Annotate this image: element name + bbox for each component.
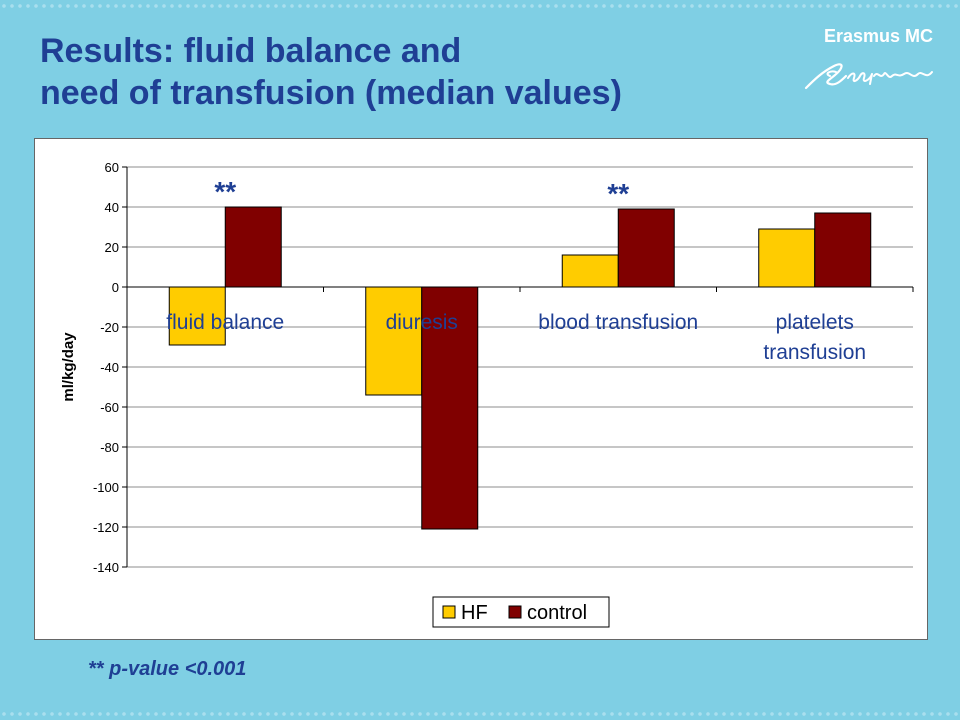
y-tick-label: 20 — [105, 240, 119, 255]
category-label: diuresis — [386, 311, 458, 334]
significance-marker: ** — [214, 176, 236, 207]
y-tick-label: -60 — [100, 400, 119, 415]
legend-swatch-hf — [442, 605, 456, 619]
bottom-dotted-border — [0, 710, 960, 718]
category-label: blood transfusion — [538, 311, 698, 334]
slide-title: Results: fluid balance and need of trans… — [40, 30, 622, 114]
bar-hf-0 — [168, 286, 226, 346]
y-axis-label: ml/kg/day — [60, 332, 77, 402]
category-label: fluid balance — [166, 311, 284, 334]
erasmus-signature-icon — [804, 63, 933, 90]
bar-hf-3 — [758, 228, 816, 288]
y-tick-label: -80 — [100, 440, 119, 455]
y-tick-label: -100 — [93, 480, 119, 495]
bar-control-0 — [224, 206, 282, 288]
y-tick-label: -120 — [93, 520, 119, 535]
logo-text: Erasmus MC — [824, 26, 934, 46]
top-dotted-border — [0, 2, 960, 10]
y-tick-label: 60 — [105, 160, 119, 175]
bar-chart: 60 40 20 0 -20 -40 -60 -80 -100 -120 -140 ml/kg/day… — [60, 160, 914, 628]
footnote: ** p-value <0.001 — [88, 658, 247, 680]
bar-hf-1 — [365, 286, 423, 396]
title-line-1: Results: fluid balance and — [40, 32, 462, 70]
chart-panel: 60 40 20 0 -20 -40 -60 -80 -100 -120 -140 ml/kg/day… — [34, 138, 928, 640]
y-tick-label: -140 — [93, 560, 119, 575]
y-tick-label: 40 — [105, 200, 119, 215]
y-tick-label: -20 — [100, 320, 119, 335]
y-tick-label: 0 — [112, 280, 119, 295]
category-label: transfusion — [763, 341, 866, 364]
legend-swatch-control — [508, 605, 522, 619]
bar-control-1 — [421, 286, 479, 530]
significance-marker: ** — [607, 178, 629, 209]
erasmus-mc-logo: Erasmus MC — [800, 26, 940, 96]
category-label: platelets — [776, 311, 854, 334]
bar-hf-2 — [561, 254, 619, 288]
y-tick-label: -40 — [100, 360, 119, 375]
title-line-2: need of transfusion (median values) — [40, 74, 622, 112]
legend-label-hf: HF — [461, 602, 488, 624]
bar-control-3 — [814, 212, 872, 288]
legend-label-control: control — [527, 602, 587, 624]
bar-control-2 — [617, 208, 675, 288]
